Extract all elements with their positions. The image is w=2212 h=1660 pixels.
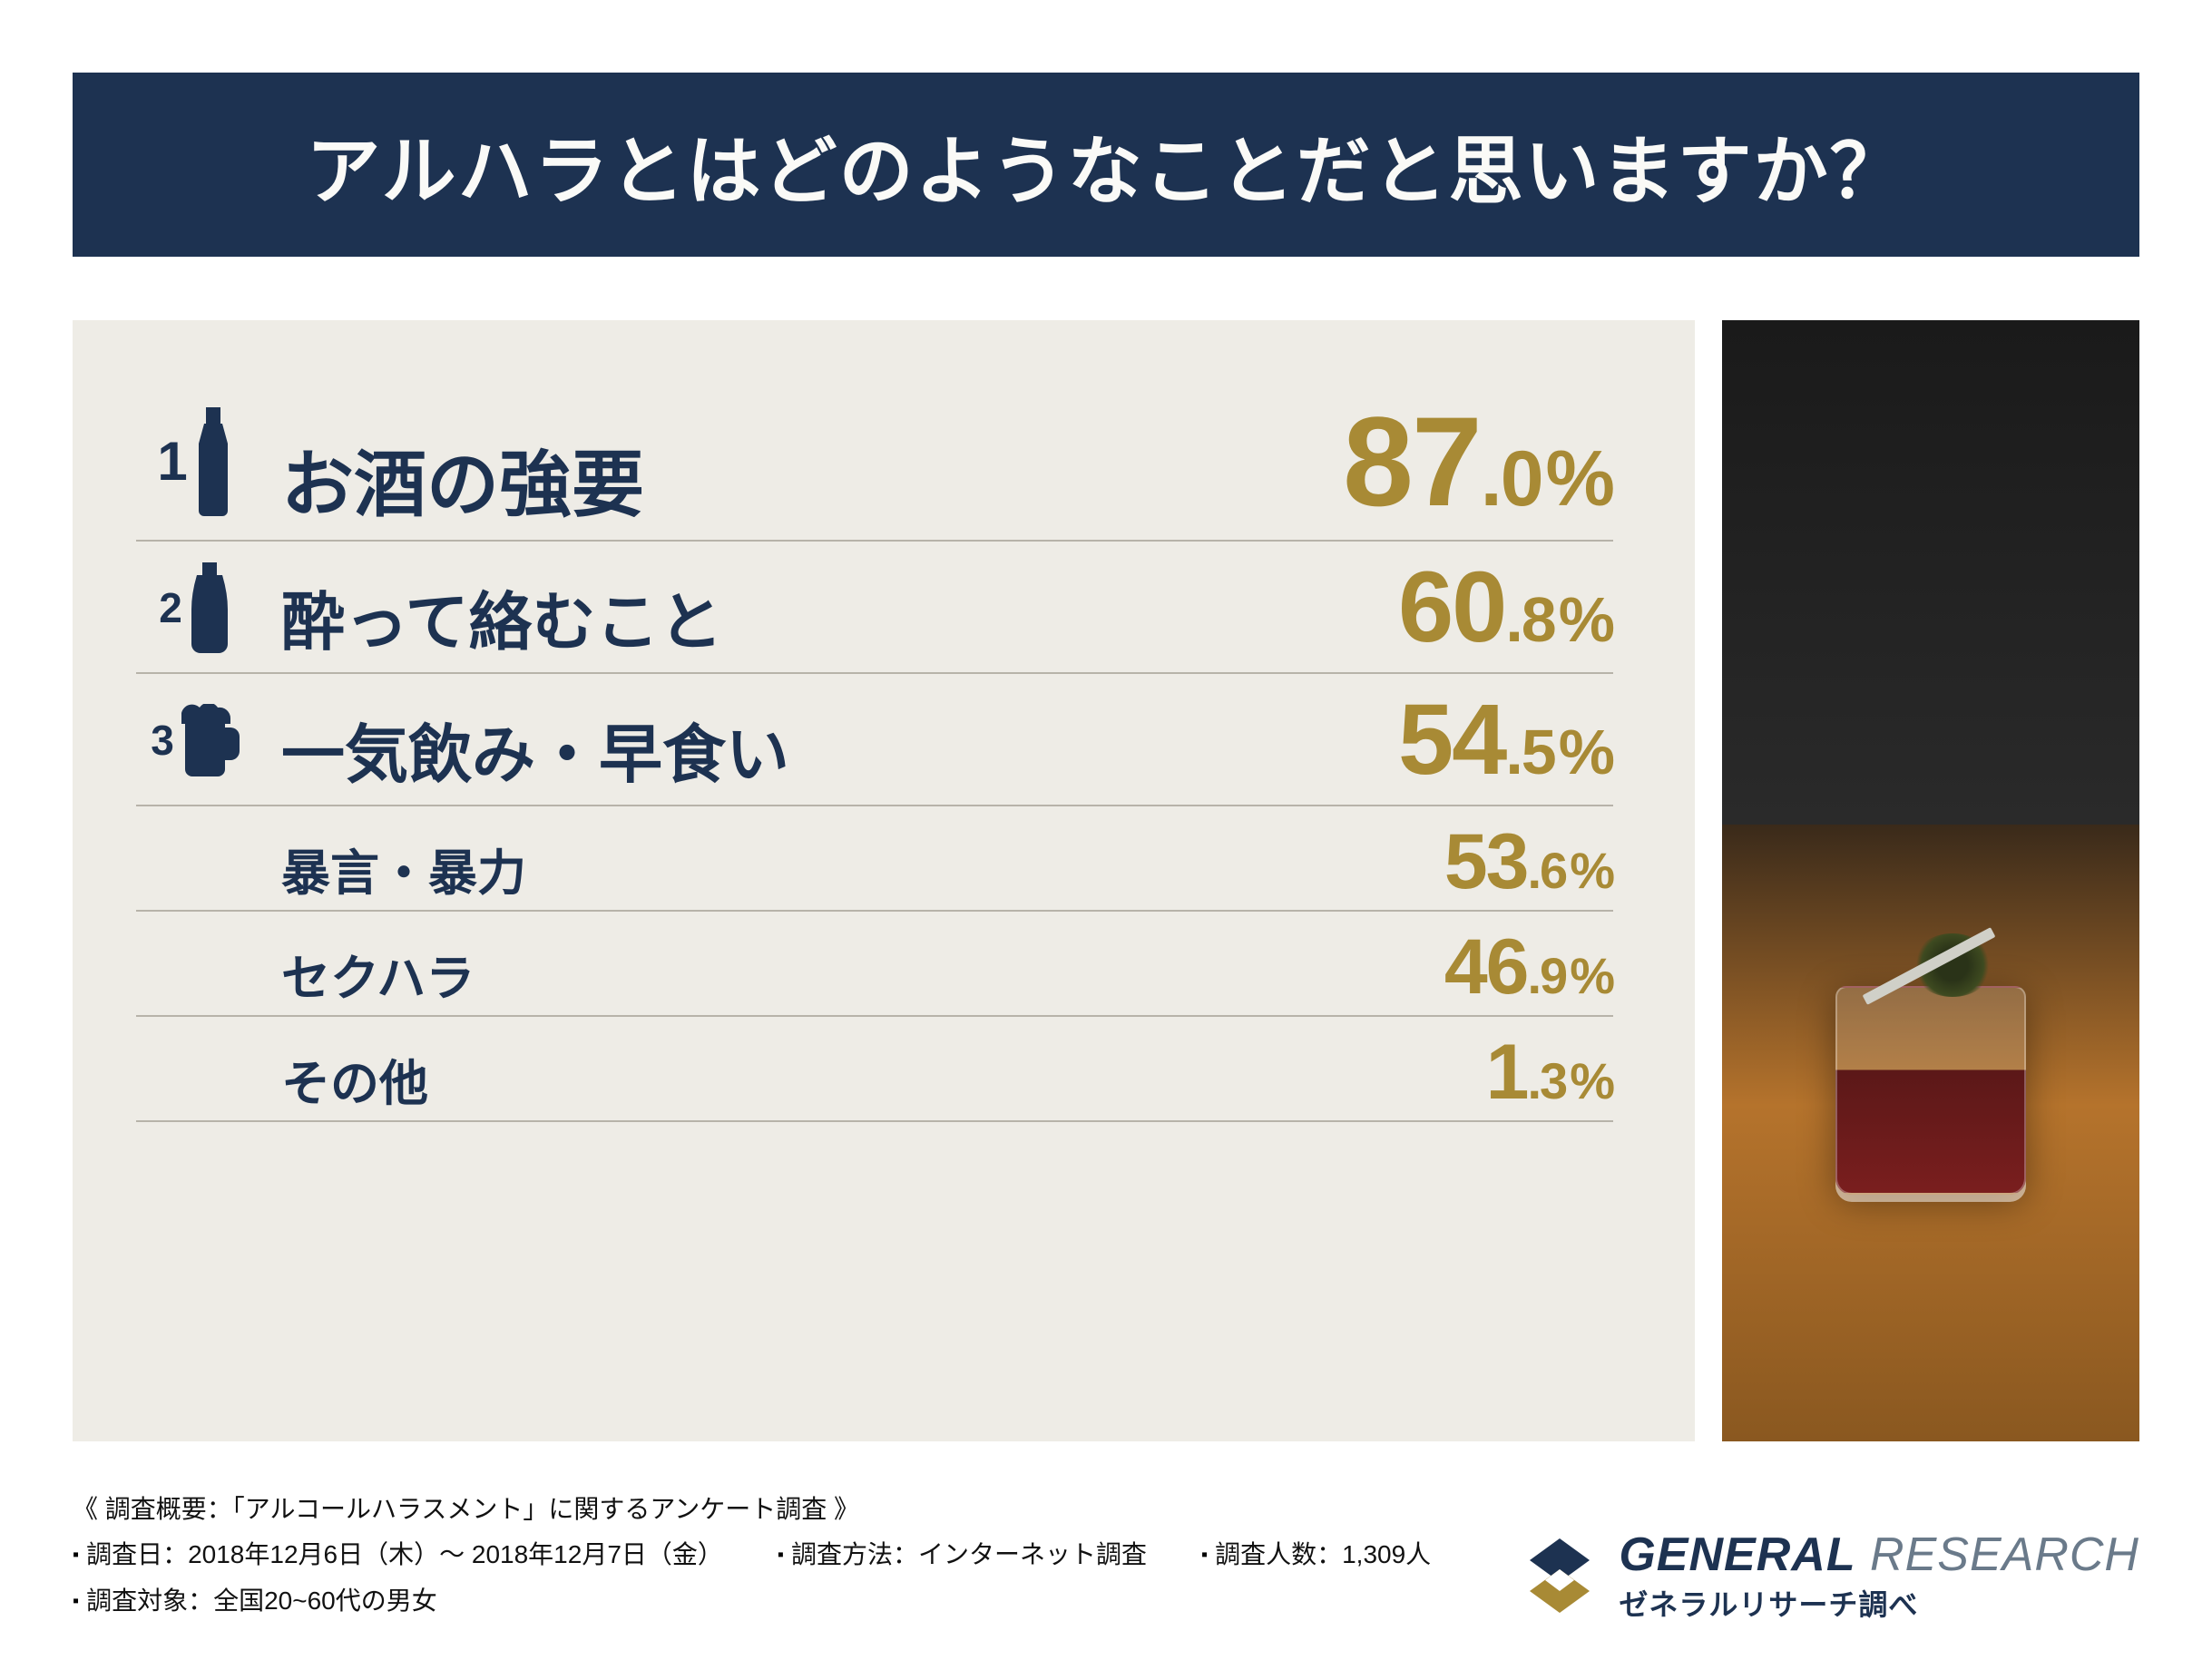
table-row: セクハラ 46 .9 %	[136, 923, 1613, 1017]
brand-logo: GENERAL RESEARCH ゼネラルリサーチ調べ	[1519, 1528, 2139, 1624]
cocktail-photo	[1722, 320, 2139, 1441]
beer-icon	[180, 704, 240, 776]
content-area: 1 お酒の強要 87 .0 % 2 酔って絡むこと 60	[73, 320, 2139, 1441]
rank-3: 3	[136, 704, 254, 776]
rank-2: 2	[136, 562, 254, 653]
page-title: アルハラとはどのようなことだと思いますか？	[73, 73, 2139, 257]
footer: 《 調査概要：「アルコールハラスメント」に関するアンケート調査 》 調査日：20…	[73, 1487, 2139, 1624]
survey-target: 調査対象：全国20~60代の男女	[73, 1578, 437, 1624]
table-row: その他 1 .3 %	[136, 1028, 1613, 1122]
survey-method: 調査方法：インターネット調査	[778, 1532, 1147, 1577]
result-label: セクハラ	[136, 952, 1232, 1006]
logo-icon	[1519, 1535, 1600, 1616]
result-value: 54 .5 %	[1232, 690, 1613, 790]
table-row: 1 お酒の強要 87 .0 %	[136, 393, 1613, 542]
result-label: 酔って絡むこと	[254, 588, 1232, 658]
result-label: 暴言・暴力	[136, 847, 1232, 901]
footer-left: 《 調査概要：「アルコールハラスメント」に関するアンケート調査 》 調査日：20…	[73, 1487, 1431, 1624]
cocktail-glass-icon	[1835, 986, 2026, 1195]
results-panel: 1 お酒の強要 87 .0 % 2 酔って絡むこと 60	[73, 320, 1695, 1441]
result-label: お酒の強要	[254, 445, 1232, 525]
brand-sub: ゼネラルリサーチ調べ	[1619, 1582, 2139, 1624]
result-value: 87 .0 %	[1232, 398, 1613, 525]
brand-name: GENERAL RESEARCH	[1619, 1528, 2139, 1582]
bottle-icon	[193, 407, 233, 516]
result-label: 一気飲み・早食い	[254, 720, 1232, 790]
table-row: 暴言・暴力 53 .6 %	[136, 817, 1613, 912]
table-row: 2 酔って絡むこと 60 .8 %	[136, 552, 1613, 674]
survey-overview: 《 調査概要：「アルコールハラスメント」に関するアンケート調査 》	[73, 1487, 1431, 1532]
result-label: その他	[136, 1058, 1232, 1111]
rank-number: 1	[157, 435, 187, 489]
rank-number: 2	[159, 587, 182, 629]
rank-number: 3	[151, 719, 174, 761]
result-value: 1 .3 %	[1232, 1033, 1613, 1111]
table-row: 3 一気飲み・早食い 54 .5 %	[136, 685, 1613, 806]
result-value: 46 .9 %	[1232, 928, 1613, 1006]
rank-1: 1	[136, 407, 254, 516]
result-value: 60 .8 %	[1232, 558, 1613, 658]
result-value: 53 .6 %	[1232, 823, 1613, 901]
survey-count: 調査人数：1,309人	[1201, 1532, 1431, 1577]
survey-date: 調査日：2018年12月6日（木）～ 2018年12月7日（金）	[73, 1532, 723, 1577]
sake-icon	[188, 562, 231, 653]
